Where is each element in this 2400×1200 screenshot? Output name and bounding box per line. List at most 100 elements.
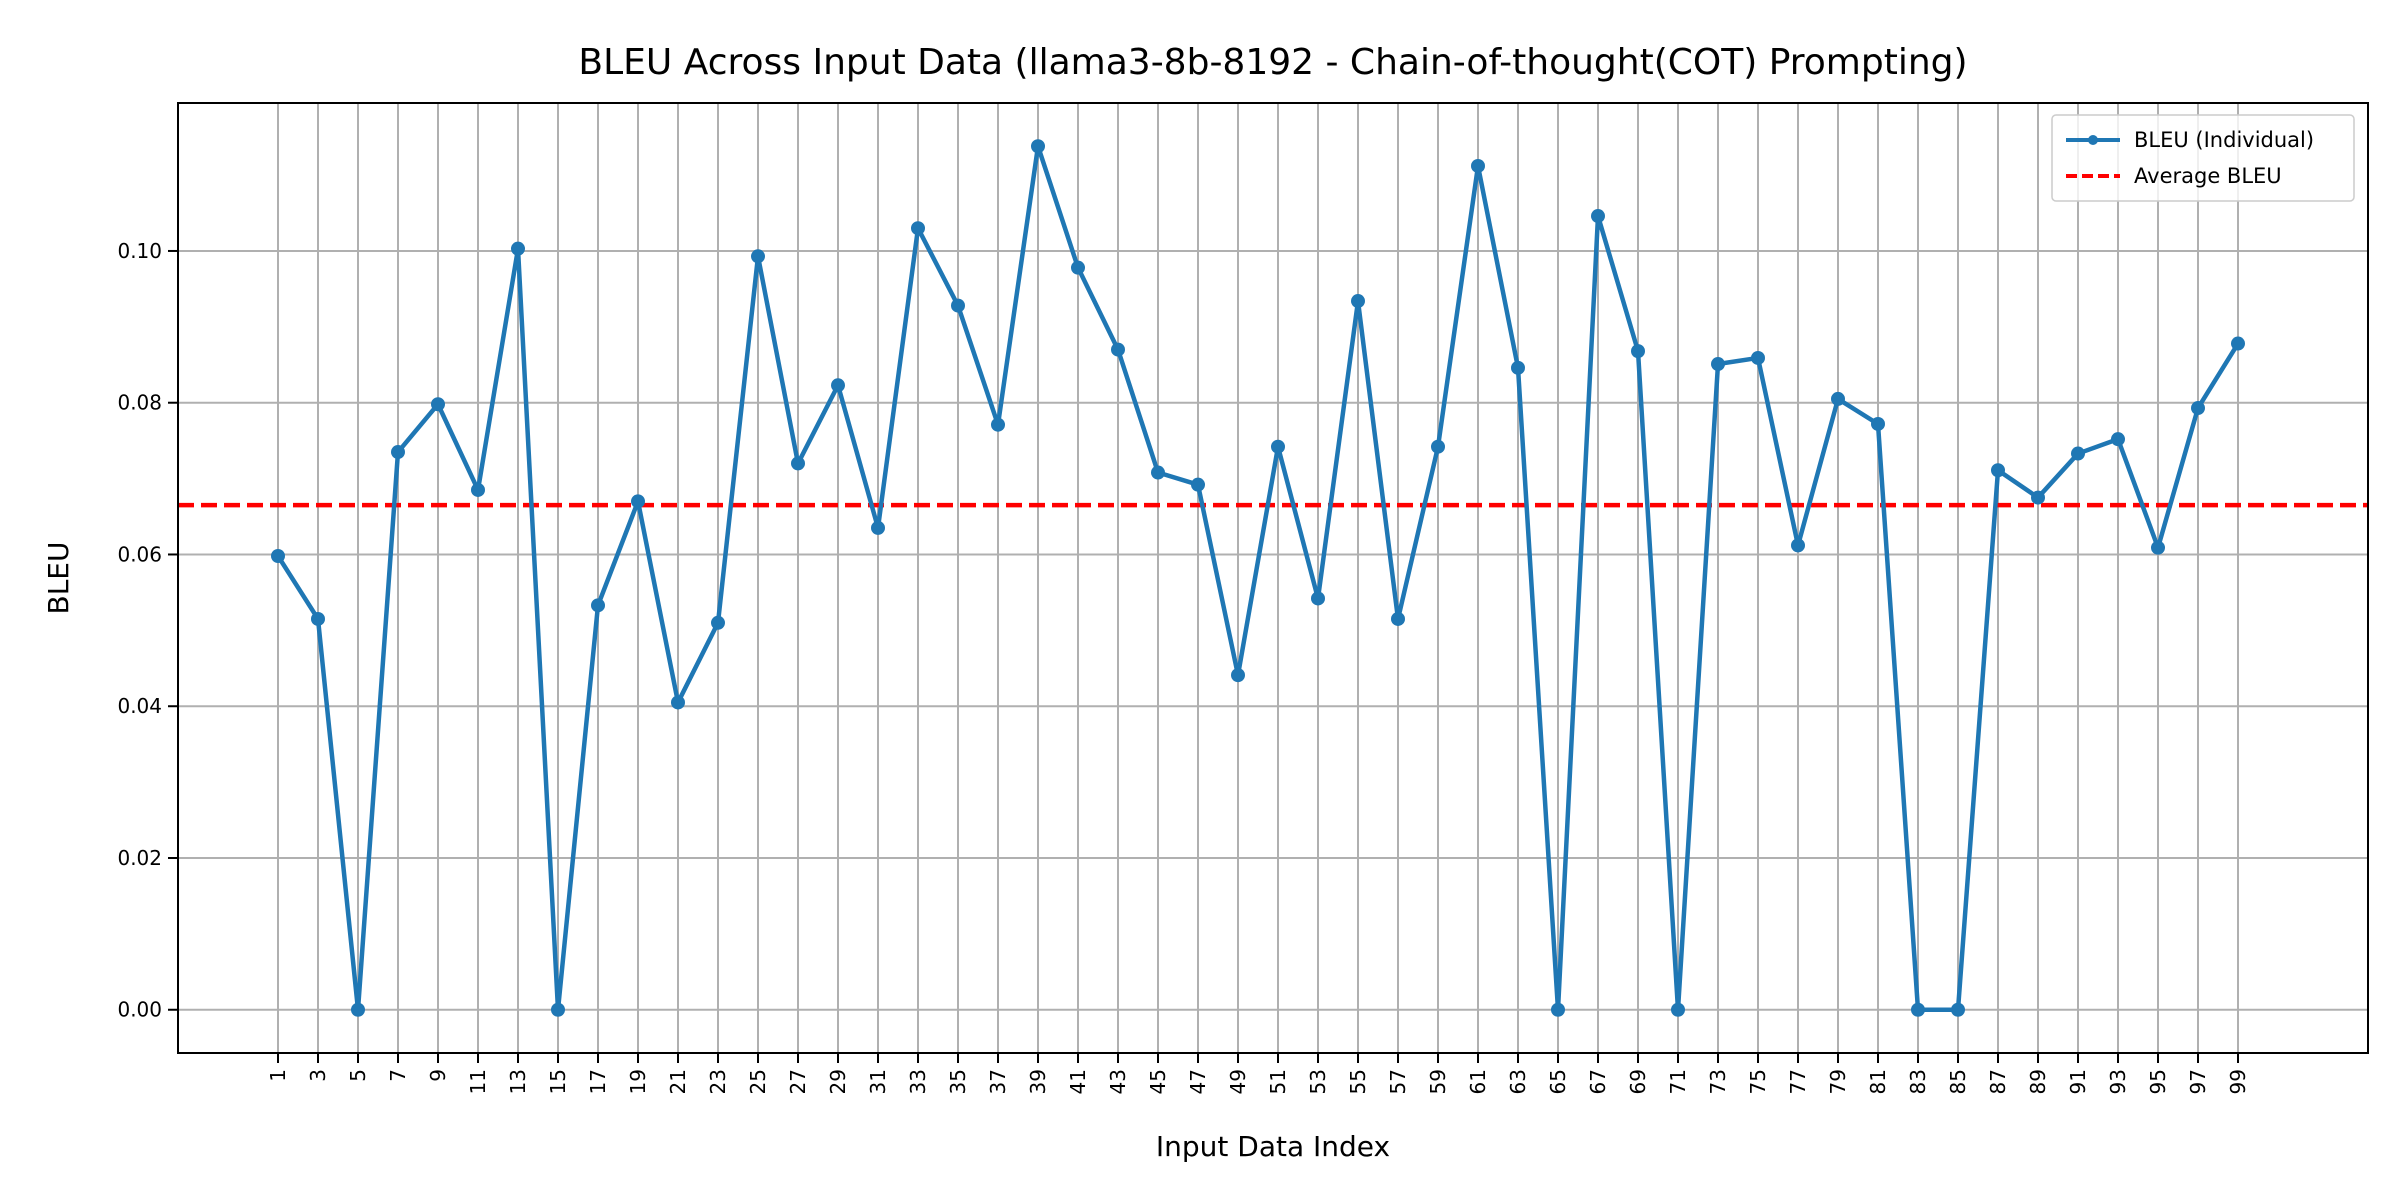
- x-tick-label: 41: [1066, 1069, 1090, 1094]
- bleu-data-point: [1911, 1002, 1925, 1017]
- bleu-data-point: [951, 298, 965, 313]
- bleu-data-point: [1991, 463, 2005, 478]
- bleu-data-point: [1871, 416, 1885, 431]
- x-tick-label: 71: [1666, 1069, 1690, 1094]
- bleu-data-point: [1831, 391, 1845, 406]
- x-tick-label: 15: [546, 1069, 570, 1094]
- x-tick-label: 25: [746, 1069, 770, 1094]
- bleu-data-point: [871, 520, 885, 535]
- bleu-data-point: [991, 417, 1005, 432]
- bleu-data-point: [1751, 350, 1765, 365]
- x-tick-label: 51: [1266, 1069, 1290, 1094]
- bleu-data-point: [1511, 360, 1525, 375]
- x-tick-label: 27: [786, 1069, 810, 1094]
- bleu-data-point: [431, 397, 445, 412]
- bleu-data-point: [1591, 209, 1605, 224]
- y-tick-label: 0.00: [117, 998, 162, 1022]
- bleu-data-point: [1551, 1002, 1565, 1017]
- bleu-series-line: [276, 144, 2240, 1012]
- x-tick-label: 3: [306, 1069, 330, 1082]
- bleu-data-point: [1351, 294, 1365, 309]
- bleu-data-point: [1071, 260, 1085, 275]
- x-tick-label: 33: [906, 1069, 930, 1094]
- legend-label-average-bleu: Average BLEU: [2134, 164, 2282, 188]
- x-tick-label: 85: [1946, 1069, 1970, 1094]
- x-tick-label: 5: [346, 1069, 370, 1082]
- bleu-data-point: [1031, 139, 1045, 154]
- bleu-data-point: [591, 598, 605, 613]
- legend-box: [2051, 114, 2355, 202]
- x-tick-label: 83: [1906, 1069, 1930, 1094]
- x-tick-label: 69: [1626, 1069, 1650, 1094]
- bleu-data-point: [751, 249, 765, 264]
- x-tick-label: 1: [266, 1069, 290, 1082]
- plot-frame: [177, 102, 2369, 1054]
- y-axis-ticks: 0.00 0.02 0.04 0.06 0.08 0.10: [117, 239, 178, 1022]
- y-tick-label: 0.04: [117, 694, 162, 718]
- x-tick-label: 63: [1506, 1069, 1530, 1094]
- bleu-data-point: [1231, 668, 1245, 683]
- x-tick-label: 75: [1746, 1069, 1770, 1094]
- x-tick-label: 43: [1106, 1069, 1130, 1094]
- bleu-data-point: [1951, 1002, 1965, 1017]
- x-tick-label: 61: [1466, 1069, 1490, 1094]
- x-tick-label: 65: [1546, 1069, 1570, 1094]
- x-tick-label: 99: [2226, 1069, 2250, 1094]
- x-tick-label: 11: [466, 1069, 490, 1094]
- x-tick-label: 17: [586, 1069, 610, 1094]
- x-axis-label: Input Data Index: [1156, 1130, 1390, 1163]
- x-tick-label: 59: [1426, 1069, 1450, 1094]
- x-tick-label: 7: [386, 1069, 410, 1082]
- x-tick-label: 93: [2106, 1069, 2130, 1094]
- x-tick-label: 81: [1866, 1069, 1890, 1094]
- bleu-data-point: [631, 494, 645, 509]
- x-tick-label: 21: [666, 1069, 690, 1094]
- bleu-data-point: [1711, 357, 1725, 372]
- bleu-data-point: [1151, 465, 1165, 480]
- bleu-data-point: [2071, 446, 2085, 461]
- x-tick-label: 35: [946, 1069, 970, 1094]
- bleu-data-point: [2191, 401, 2205, 416]
- bleu-data-point: [711, 615, 725, 630]
- bleu-data-point: [391, 445, 405, 460]
- bleu-data-point: [671, 695, 685, 710]
- x-tick-label: 37: [986, 1069, 1010, 1094]
- bleu-data-point: [471, 482, 485, 497]
- x-tick-label: 87: [1986, 1069, 2010, 1094]
- x-tick-label: 45: [1146, 1069, 1170, 1094]
- x-tick-label: 91: [2066, 1069, 2090, 1094]
- x-tick-label: 39: [1026, 1069, 1050, 1094]
- y-tick-label: 0.10: [117, 239, 162, 263]
- legend: BLEU (Individual) Average BLEU: [2051, 114, 2355, 202]
- bleu-data-point: [551, 1002, 565, 1017]
- x-tick-label: 73: [1706, 1069, 1730, 1094]
- legend-label-bleu-individual: BLEU (Individual): [2134, 128, 2314, 152]
- x-tick-label: 97: [2186, 1069, 2210, 1094]
- chart-title: BLEU Across Input Data (llama3-8b-8192 -…: [578, 42, 1967, 83]
- bleu-data-point: [1631, 344, 1645, 359]
- grid-lines: [178, 103, 2368, 1053]
- x-tick-label: 89: [2026, 1069, 2050, 1094]
- bleu-data-point: [311, 611, 325, 626]
- x-tick-label: 13: [506, 1069, 530, 1094]
- x-tick-label: 95: [2146, 1069, 2170, 1094]
- bleu-data-point: [1671, 1002, 1685, 1017]
- x-axis-ticks: 1 3 5 7 9 11 13 15 17 19 21 23 25 27 29 31 33 35 37 39 41 43 4…: [266, 1053, 2250, 1094]
- x-tick-label: 55: [1346, 1069, 1370, 1094]
- bleu-data-point: [2031, 490, 2045, 505]
- x-tick-label: 53: [1306, 1069, 1330, 1094]
- bleu-data-point: [351, 1002, 365, 1017]
- y-axis-label: BLEU: [42, 542, 75, 615]
- x-tick-label: 77: [1786, 1069, 1810, 1094]
- bleu-data-point: [2151, 540, 2165, 555]
- x-tick-label: 19: [626, 1069, 650, 1094]
- bleu-data-point: [1791, 538, 1805, 553]
- bleu-data-point: [1391, 611, 1405, 626]
- bleu-data-point: [831, 378, 845, 393]
- legend-marker-bleu-individual: [2088, 135, 2098, 145]
- bleu-data-point: [911, 221, 925, 236]
- bleu-data-point: [511, 241, 525, 256]
- bleu-data-point: [1191, 477, 1205, 492]
